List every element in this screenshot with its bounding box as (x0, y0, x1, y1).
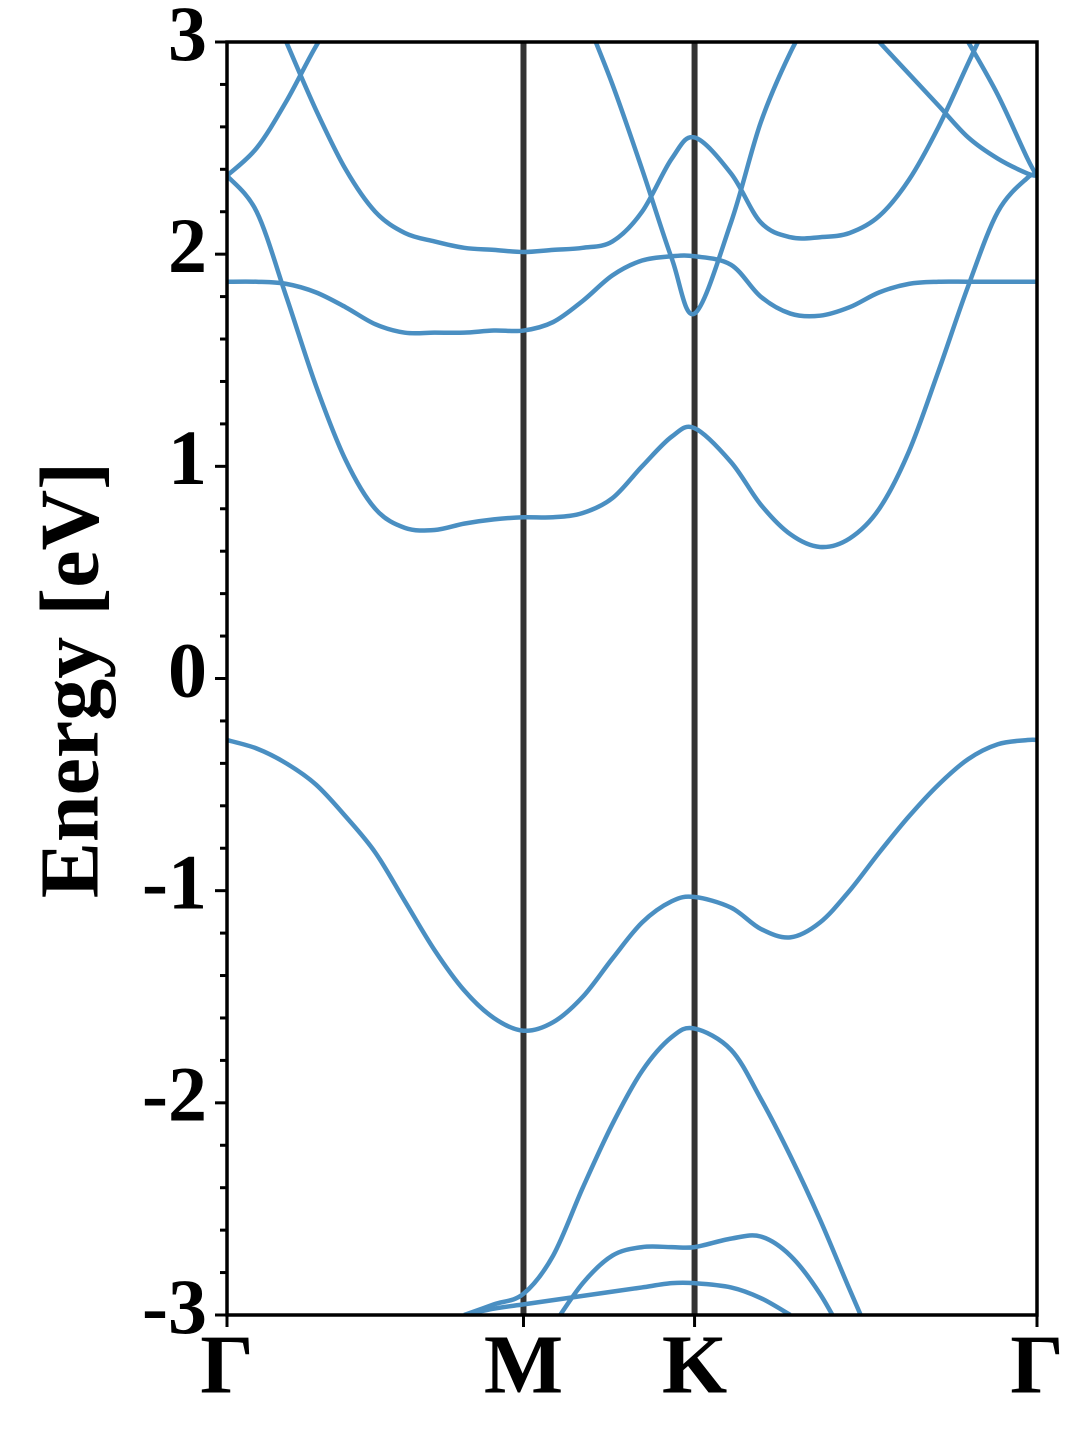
band-line (877, 42, 1037, 178)
y-tick-label: -3 (142, 1263, 207, 1350)
band-line (227, 253, 1037, 336)
x-tick-label: M (484, 1318, 563, 1411)
band-line (966, 42, 1037, 177)
plot-frame (225, 40, 1039, 1317)
x-tick-label: K (662, 1318, 727, 1411)
band-line (593, 42, 799, 317)
x-tick-label: Γ (200, 1318, 253, 1411)
x-tick-label: Γ (1010, 1318, 1063, 1411)
band-line (463, 1025, 864, 1315)
y-tick-label: -1 (142, 839, 207, 926)
band-line (227, 42, 322, 178)
y-tick-label: 0 (168, 626, 207, 713)
y-tick-label: 2 (168, 202, 207, 289)
y-tick-label: 1 (168, 414, 207, 501)
y-axis-label: Energy [eV] (23, 462, 116, 898)
y-tick-label: 3 (168, 0, 207, 77)
band-line (284, 42, 981, 255)
band-line (227, 172, 1037, 550)
plot-area (227, 42, 1037, 1315)
y-tick-label: -2 (142, 1051, 207, 1138)
band-line (557, 1233, 836, 1315)
band-line (463, 1280, 792, 1315)
band-line (227, 737, 1037, 1034)
